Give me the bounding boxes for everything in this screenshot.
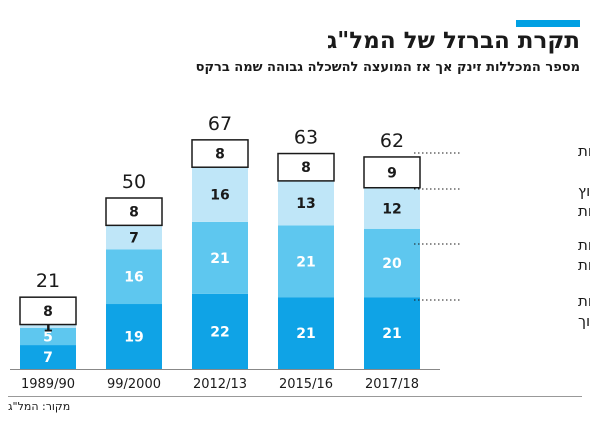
bar-segment (364, 187, 420, 229)
bottom-rule (8, 396, 582, 397)
legend-label: אקדמיות לחינוך (578, 312, 590, 330)
bar-segment (105, 197, 163, 227)
legend-label: אוניברסיטאות (578, 142, 590, 160)
data-label: 9 (387, 165, 397, 181)
legend-label: תקציביות (578, 202, 590, 220)
bar-segment (19, 296, 77, 326)
legend-label: מכללות (578, 236, 590, 254)
data-label: 8 (43, 304, 53, 320)
total-label: 21 (36, 270, 60, 292)
bar-segment (278, 225, 334, 298)
accent-bar (516, 20, 580, 27)
bar-segment (106, 304, 162, 369)
bar-segment (192, 167, 248, 222)
legend-label: מכללות (578, 292, 590, 310)
data-label: 16 (210, 188, 229, 204)
data-label: 21 (296, 326, 315, 342)
bar-segment (191, 139, 249, 168)
data-label: 7 (129, 230, 139, 246)
data-label: 8 (129, 205, 139, 221)
data-label: 21 (296, 254, 315, 270)
data-label: 5 (43, 330, 53, 346)
data-label: 8 (215, 147, 225, 163)
data-label: 13 (296, 196, 315, 212)
bar-segment (106, 249, 162, 305)
bar-segment (106, 225, 162, 250)
chart-title: תקרת הברזל של המל"ג (327, 28, 580, 54)
data-label: 16 (124, 270, 143, 286)
total-label: 62 (380, 130, 404, 152)
data-label: 22 (210, 324, 229, 340)
category-label: 99/2000 (107, 377, 161, 392)
legend-label: מכללות חוץ (578, 182, 590, 200)
bar-segment (278, 180, 334, 226)
chart-subtitle: מספר המכללות זינק אך אז המועצה להשכלה גב… (195, 60, 580, 75)
bar-segment (192, 293, 248, 369)
data-label: 8 (301, 160, 311, 176)
data-label: 7 (43, 350, 53, 366)
bar-segment (278, 297, 334, 369)
bar-segment (277, 152, 335, 182)
category-label: 2017/18 (365, 377, 419, 392)
data-label: 1 (43, 319, 53, 335)
bar-segment (20, 327, 76, 346)
category-label: 1989/90 (21, 377, 75, 392)
category-label: 2012/13 (193, 377, 247, 392)
category-label: 2015/16 (279, 377, 333, 392)
data-label: 19 (124, 330, 143, 346)
bar-segment (364, 297, 420, 369)
source-note: מקור: המל"ג (8, 400, 71, 413)
data-label: 21 (382, 326, 401, 342)
bar-segment (363, 156, 421, 189)
total-label: 63 (294, 127, 318, 149)
legend-label: מתוקצבות (578, 256, 590, 274)
bar-segment (192, 221, 248, 294)
total-label: 50 (122, 171, 146, 193)
bar-segment (20, 345, 76, 369)
total-label: 67 (208, 113, 232, 135)
data-label: 20 (382, 256, 402, 272)
data-label: 21 (210, 251, 229, 267)
data-label: 12 (382, 201, 401, 217)
bar-segment (20, 324, 76, 328)
bar-segment (364, 228, 420, 298)
